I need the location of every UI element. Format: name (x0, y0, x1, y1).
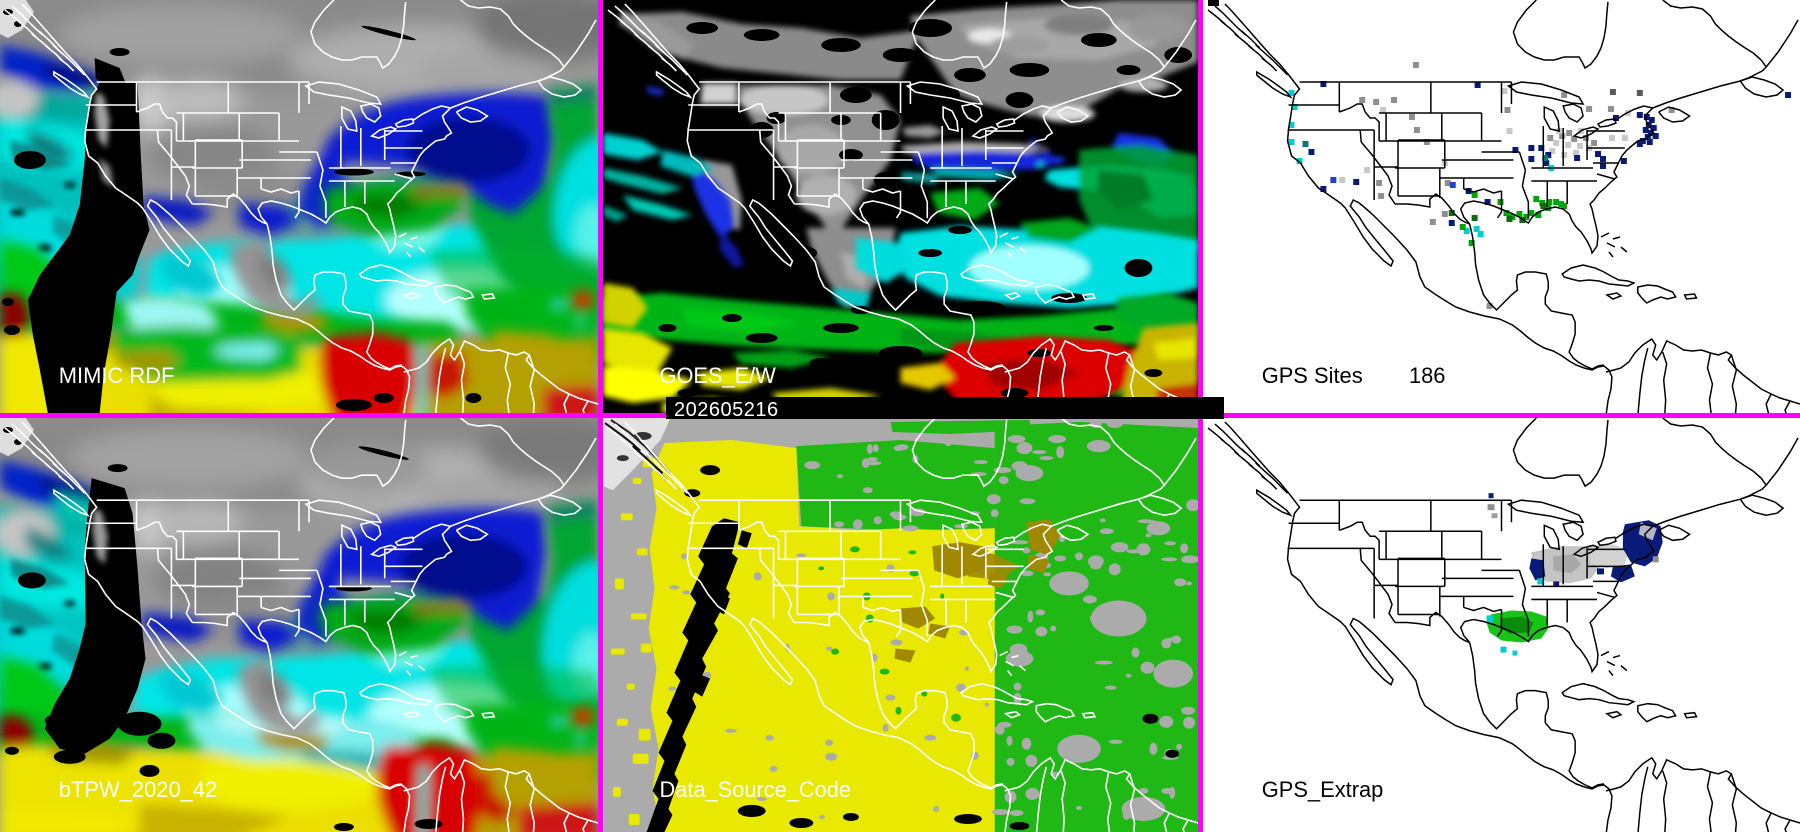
svg-text:186: 186 (1409, 363, 1446, 388)
svg-text:GPS Sites: GPS Sites (1262, 363, 1363, 388)
svg-text:GOES_E/W: GOES_E/W (660, 363, 777, 388)
svg-text:GPS_Extrap: GPS_Extrap (1262, 777, 1384, 802)
svg-text:MIMIC RDF: MIMIC RDF (59, 363, 175, 388)
svg-text:Data_Source_Code: Data_Source_Code (660, 777, 852, 802)
svg-text:bTPW_2020_42: bTPW_2020_42 (59, 777, 217, 802)
